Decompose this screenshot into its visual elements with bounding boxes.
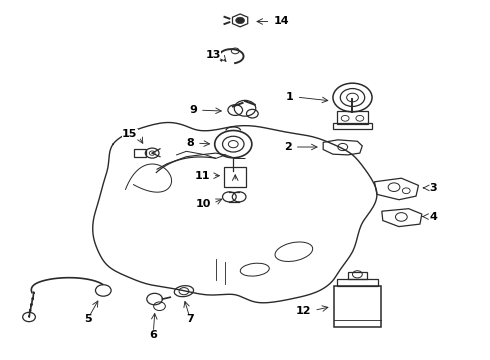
- Text: 3: 3: [429, 183, 437, 193]
- Text: 11: 11: [195, 171, 210, 181]
- Circle shape: [236, 17, 245, 24]
- Text: 2: 2: [284, 142, 292, 152]
- Bar: [224, 167, 246, 187]
- Text: 12: 12: [296, 306, 312, 316]
- Text: 5: 5: [84, 314, 92, 324]
- Text: 1: 1: [286, 92, 294, 102]
- Text: 10: 10: [196, 199, 211, 210]
- Bar: [337, 111, 368, 125]
- Text: 7: 7: [186, 314, 194, 324]
- Text: 4: 4: [429, 212, 437, 221]
- Bar: [347, 272, 367, 279]
- Text: 14: 14: [273, 17, 289, 27]
- Text: 15: 15: [122, 129, 138, 139]
- Bar: [333, 123, 372, 129]
- Text: 8: 8: [186, 138, 194, 148]
- Bar: [337, 279, 378, 286]
- Bar: [334, 286, 381, 327]
- Text: 6: 6: [149, 330, 157, 340]
- Text: 9: 9: [189, 105, 197, 115]
- Bar: [134, 149, 147, 157]
- Text: 13: 13: [205, 50, 221, 60]
